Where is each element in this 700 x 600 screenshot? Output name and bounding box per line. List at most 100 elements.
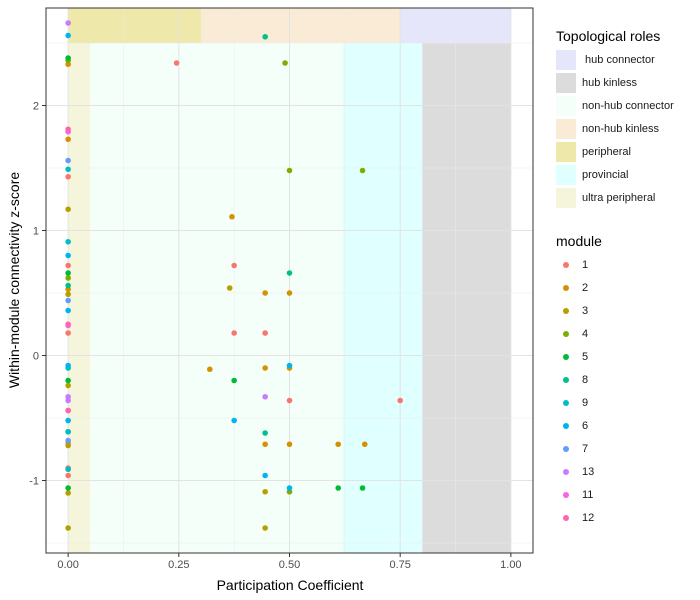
module-legend-label: 5 [582,350,589,363]
module-legend-item-1: 1 [556,253,696,276]
data-points [65,20,403,531]
data-point-module-6 [65,252,71,259]
data-point-module-6 [65,362,71,369]
module-legend-item-12: 12 [556,506,696,529]
data-point-module-1 [65,262,71,269]
role-legend-label: hub kinless [582,76,638,89]
x-tick-label: 1.00 [500,559,521,571]
module-legend-key [556,462,576,482]
role-legend-item-provincial: provincial [556,163,696,186]
module-legend-item-6: 6 [556,414,696,437]
data-point-module-2 [361,441,368,448]
data-point-module-5 [65,377,71,384]
data-point-module-5 [65,270,71,276]
data-point-module-1 [65,330,71,336]
module-legend-label: 3 [582,304,589,317]
module-legend-item-8: 8 [556,368,696,391]
module-legend-dot [563,353,569,360]
module-legend-key [556,278,576,298]
module-legend-key [556,347,576,367]
data-point-module-3 [65,206,71,213]
module-legend-dot [563,399,569,406]
data-point-module-3 [65,291,71,298]
region-hub-kinless [422,43,511,553]
data-point-module-4 [65,275,71,281]
x-tick-label: 0.00 [57,559,78,571]
role-legend-label: peripheral [582,145,631,158]
data-point-module-4 [359,167,366,174]
roles-legend-items: hub connector hub kinless non-hub connecto… [556,48,696,209]
data-point-module-1 [231,262,237,269]
role-legend-swatch [556,72,576,93]
role-legend-item-ultra-peripheral: ultra peripheral [556,186,696,209]
module-legend-dot [563,330,569,337]
role-legend-swatch [556,164,576,185]
region-peripheral [68,8,201,43]
data-point-module-1 [286,397,293,404]
role-legend-item-hub-connector: hub connector [556,48,696,71]
role-legend-label: non-hub kinless [582,122,660,135]
module-legend-label: 4 [582,327,589,340]
data-point-module-9 [65,166,71,173]
data-point-module-2 [262,441,268,448]
data-point-module-6 [286,485,293,491]
module-legend-label: 13 [582,465,595,478]
data-point-module-3 [65,525,71,531]
data-point-module-3 [65,442,71,449]
module-legend-key [556,508,576,528]
data-point-module-5 [335,485,342,491]
module-legend-dot [563,445,569,452]
data-point-module-12 [65,407,71,414]
module-legend-label: 1 [582,258,589,271]
data-point-module-9 [65,238,71,245]
module-legend-dot [563,468,569,475]
data-point-module-6 [231,417,237,424]
module-legend-label: 7 [582,442,589,455]
data-point-module-1 [173,60,180,66]
data-point-module-2 [286,441,293,448]
data-point-module-6 [65,307,71,314]
data-point-module-3 [226,285,233,291]
x-tick-label: 0.50 [279,559,300,571]
data-point-module-7 [65,157,71,164]
roles-legend-title: Topological roles [556,28,661,44]
data-point-module-8 [286,270,293,276]
module-legend-item-7: 7 [556,437,696,460]
module-legend-item-2: 2 [556,276,696,299]
role-legend-item-hub-kinless: hub kinless [556,71,696,94]
module-legend-key [556,324,576,344]
module-legend-label: 6 [582,419,589,432]
data-point-module-13 [65,397,71,404]
data-point-module-9 [65,428,71,435]
data-point-module-1 [397,397,403,404]
data-point-module-12 [65,321,71,328]
module-legend-dot [563,491,569,498]
module-legend-dot [563,284,569,291]
module-legend-label: 9 [582,396,589,409]
region-non-hub-kinless [200,8,401,43]
module-legend-dot [563,261,569,268]
module-legend-key [556,370,576,390]
data-point-module-9 [65,466,71,473]
module-legend-title: module [556,233,602,249]
module-legend-key [556,439,576,459]
role-legend-swatch [556,49,576,70]
data-point-module-12 [65,126,71,133]
y-tick-label: 0 [33,351,39,363]
data-point-module-2 [65,136,71,143]
data-point-module-3 [262,525,268,531]
data-point-module-7 [65,297,71,304]
y-tick-label: 2 [33,101,39,113]
data-point-module-5 [359,485,366,491]
role-legend-item-non-hub-connector: non-hub connector [556,94,696,117]
role-legend-item-peripheral: peripheral [556,140,696,163]
role-legend-label: hub connector [582,53,655,66]
module-legend-item-13: 13 [556,460,696,483]
data-point-module-2 [207,366,213,373]
data-point-module-6 [65,32,71,39]
region-ultra-peripheral [68,43,91,553]
module-legend-key [556,255,576,275]
role-legend-label: provincial [582,168,629,181]
data-point-module-13 [65,20,71,26]
data-point-module-2 [286,290,293,296]
